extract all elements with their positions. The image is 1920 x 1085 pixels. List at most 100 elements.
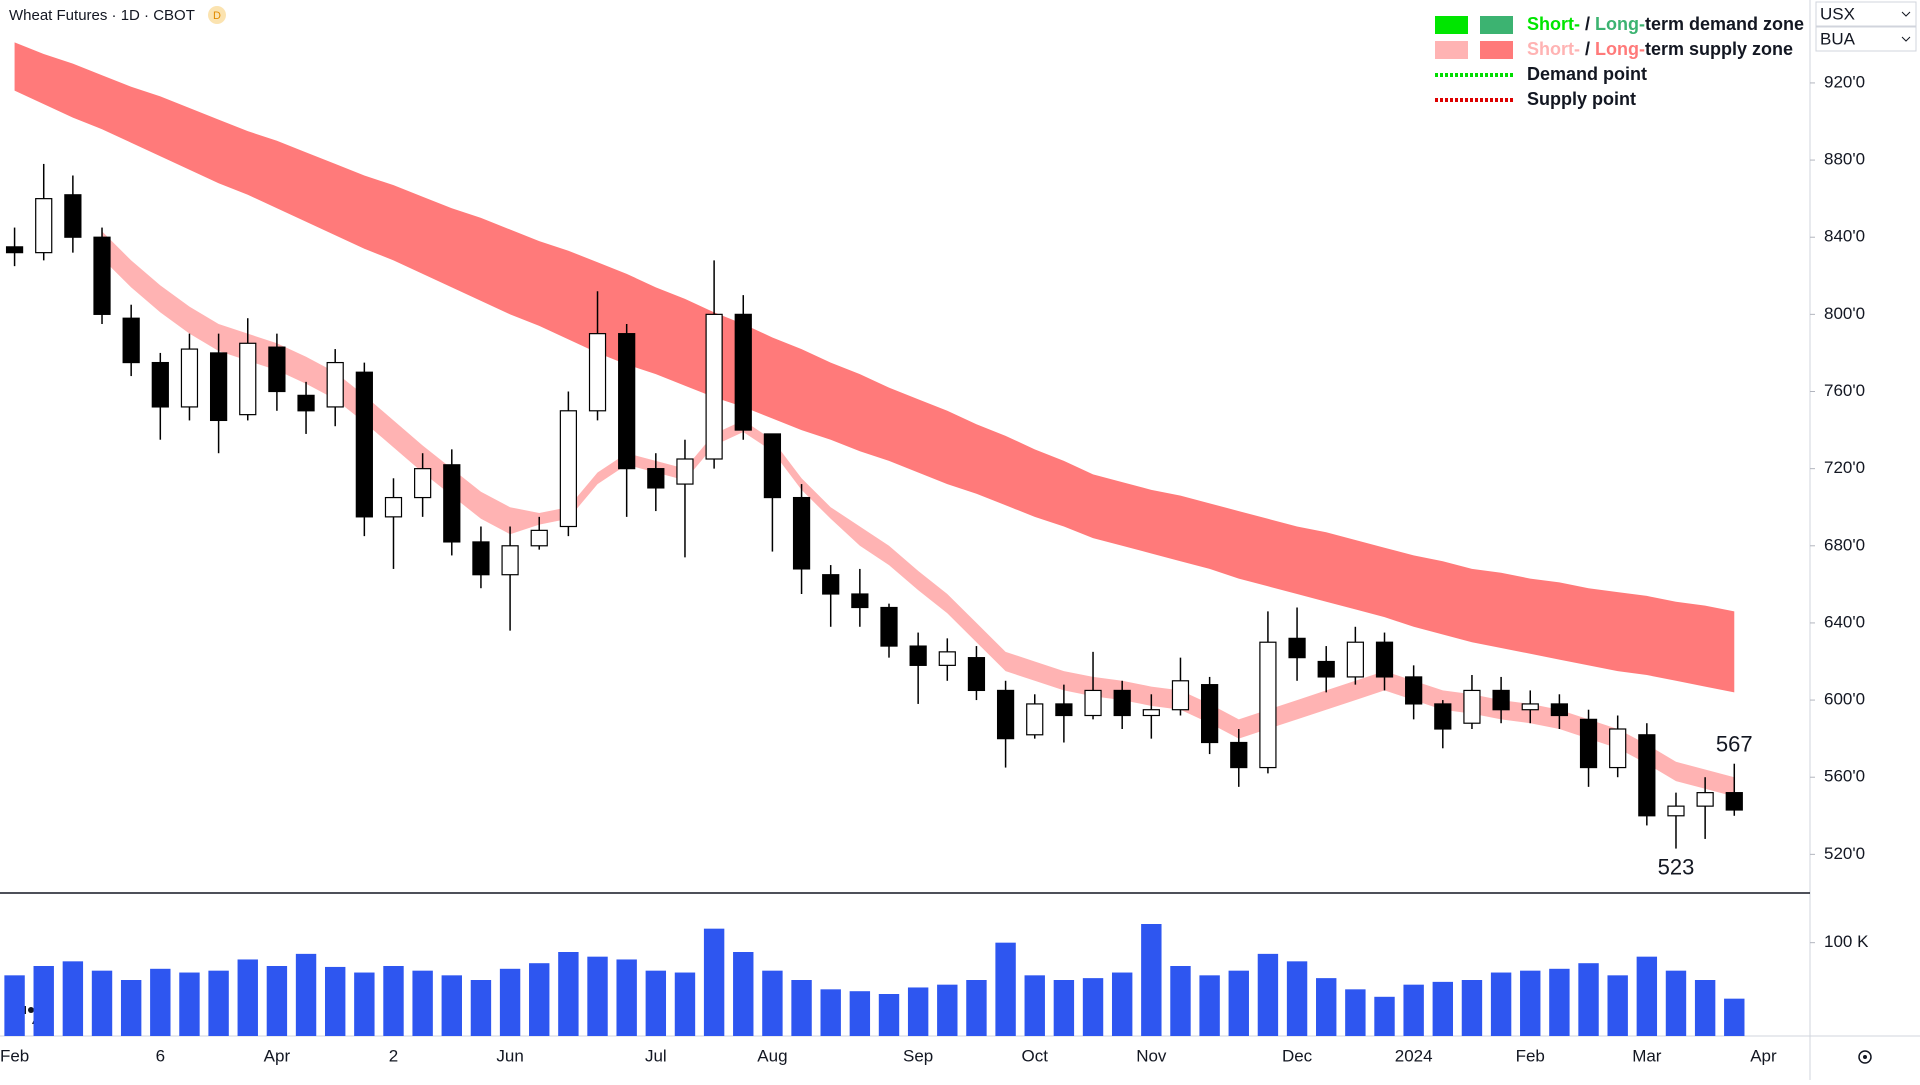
candle-body [559, 410, 577, 528]
candle-body [64, 194, 82, 238]
y-tick-label: 640'0 [1824, 612, 1865, 631]
legend-text-part: Long- [1595, 14, 1645, 34]
volume-bar [1345, 989, 1366, 1036]
volume-bar [1520, 970, 1541, 1036]
legend-item: Supply point [1435, 89, 1636, 109]
candle-body [1579, 718, 1598, 769]
settings-icon[interactable] [1858, 1050, 1872, 1064]
legend-text-part: Long- [1595, 39, 1645, 59]
unit-select[interactable] [1815, 26, 1917, 52]
volume-bar [733, 952, 754, 1036]
volume-tick-label: 100 K [1824, 932, 1869, 951]
candle-body [1142, 709, 1160, 717]
candle-body [1171, 680, 1190, 711]
candle-body [1084, 689, 1102, 717]
unit-select-text[interactable]: BUA [1820, 29, 1856, 48]
volume-bar [1636, 956, 1658, 1036]
volume-bar [383, 966, 404, 1036]
candle-body [1317, 660, 1335, 678]
candle-body [1201, 684, 1219, 744]
legend-swatch [1435, 16, 1468, 34]
legend-swatch [1480, 16, 1513, 34]
volume-bar [208, 970, 229, 1036]
legend-text-part: Demand point [1527, 64, 1647, 84]
volume-bar [470, 980, 492, 1036]
volume-bar [645, 970, 667, 1036]
volume-bar [1228, 970, 1249, 1036]
candle-body [1521, 703, 1539, 711]
volume-bar [324, 966, 346, 1036]
candle-body [909, 645, 927, 666]
x-tick-label: Dec [1282, 1046, 1313, 1065]
candle-body [472, 541, 490, 576]
volume-bar [1141, 924, 1162, 1036]
candle-body [588, 333, 607, 412]
chevron [1901, 36, 1911, 42]
volume-bar [412, 970, 433, 1036]
volume-bar [1461, 980, 1483, 1036]
x-tick-label: 2 [389, 1046, 398, 1065]
candle-body [763, 433, 782, 499]
volume-bar [1665, 970, 1687, 1036]
candle-body [414, 468, 432, 499]
legend-swatch [1480, 41, 1513, 59]
volume-bar [266, 966, 288, 1036]
volume-bar [237, 959, 258, 1036]
volume-bar [558, 952, 579, 1036]
candle-body [1463, 689, 1481, 724]
volume-bar [703, 928, 725, 1036]
x-tick-label: 2024 [1395, 1046, 1433, 1065]
legend-text: Demand point [1527, 64, 1647, 84]
volume-bar [529, 963, 550, 1036]
candle-body [822, 574, 840, 595]
candle-body [326, 361, 344, 408]
candle-body [1375, 641, 1394, 678]
price-annotation: 567 [1716, 732, 1753, 757]
x-tick-label: Apr [264, 1046, 291, 1065]
badge: D [213, 10, 221, 22]
currency-select[interactable] [1815, 1, 1917, 27]
candle-body [35, 198, 53, 254]
candle-body [1638, 734, 1656, 817]
zone-band [14, 42, 1735, 693]
x-tick-label: Apr [1750, 1046, 1777, 1065]
candle-body [1405, 676, 1423, 705]
candle-body [938, 651, 956, 666]
candle-body [1055, 703, 1073, 717]
volume-bar [441, 975, 462, 1036]
volume-bar [354, 972, 375, 1036]
legend-text-part: Supply point [1527, 89, 1636, 109]
candle-body [355, 371, 373, 518]
volume-bar [1053, 980, 1075, 1036]
candle-body [239, 342, 257, 416]
volume-bar [4, 975, 25, 1036]
candle-body [1609, 728, 1627, 769]
volume-bar [1286, 961, 1308, 1036]
volume-bar [295, 953, 317, 1036]
volume-bar [1490, 972, 1512, 1036]
volume-bar [849, 991, 871, 1036]
volume-bar [1257, 953, 1279, 1036]
candle-body [1434, 703, 1452, 730]
legend-text: Supply point [1527, 89, 1636, 109]
legend-swatch [1435, 41, 1468, 59]
legend-text-part: Short- [1527, 39, 1580, 59]
candle-body [1259, 641, 1277, 769]
price-annotation: 523 [1658, 854, 1695, 879]
badge-circle [208, 6, 226, 24]
currency-select-text[interactable]: USX [1820, 4, 1855, 23]
x-tick-label: Mar [1632, 1046, 1662, 1065]
y-tick-label: 920'0 [1824, 72, 1865, 91]
volume-bar [91, 970, 113, 1036]
candle-body [618, 333, 636, 470]
volume-bar [1199, 975, 1220, 1036]
volume-bar [33, 966, 54, 1036]
volume-bar [1374, 996, 1395, 1036]
y-tick-label: 560'0 [1824, 767, 1865, 786]
candle-body [1288, 637, 1306, 659]
volume-bar [1549, 968, 1570, 1036]
y-tick-label: 520'0 [1824, 844, 1865, 863]
candle-body [384, 496, 403, 518]
x-tick-label: Aug [757, 1046, 787, 1065]
